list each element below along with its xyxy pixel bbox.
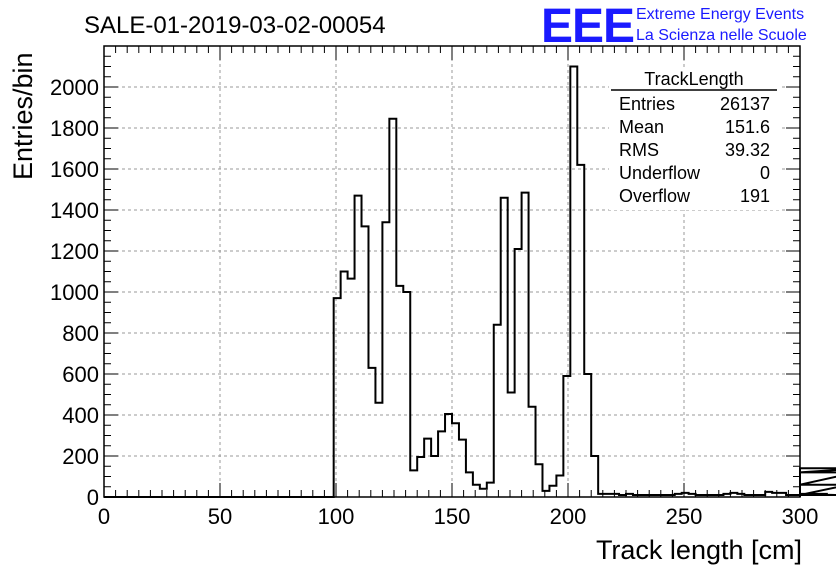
logo-line-1: Extreme Energy Events (636, 6, 804, 23)
y-tick-label: 1200 (50, 239, 99, 264)
x-tick-labels: 0 50 100 150 200 250 300 (98, 504, 818, 529)
y-tick-label: 200 (62, 444, 99, 469)
x-tick-label: 50 (208, 504, 232, 529)
y-tick-label: 1800 (50, 116, 99, 141)
statistics-box: TrackLength Entries 26137 Mean 151.6 RMS… (609, 69, 779, 210)
x-tick-label: 0 (98, 504, 110, 529)
stats-value-entries: 26137 (720, 94, 770, 114)
y-tick-label: 400 (62, 403, 99, 428)
y-tick-label: 1000 (50, 280, 99, 305)
stats-background (609, 70, 779, 210)
logo-line-2: La Scienza nelle Scuole (636, 27, 807, 44)
x-tick-label: 200 (550, 504, 587, 529)
stats-label-mean: Mean (619, 117, 664, 137)
x-axis-title: Track length [cm] (596, 535, 802, 565)
stats-value-rms: 39.32 (725, 140, 770, 160)
stats-label-entries: Entries (619, 94, 675, 114)
y-tick-label: 800 (62, 321, 99, 346)
x-tick-label: 150 (434, 504, 471, 529)
eee-logo: EEE (541, 0, 634, 53)
y-tick-label: 2000 (50, 75, 99, 100)
stats-label-overflow: Overflow (619, 186, 691, 206)
stats-value-mean: 151.6 (725, 117, 770, 137)
y-tick-label: 1600 (50, 157, 99, 182)
y-tick-labels: 0 200 400 600 800 1000 1200 1400 1600 1800 2000 (50, 75, 99, 510)
y-tick-label: 1400 (50, 198, 99, 223)
x-tick-label: 100 (318, 504, 355, 529)
stats-label-rms: RMS (619, 140, 659, 160)
plot-frame (103, 45, 801, 498)
stats-value-overflow: 191 (740, 186, 770, 206)
y-tick-label: 600 (62, 362, 99, 387)
histogram-line (104, 65, 836, 498)
stats-title: TrackLength (644, 69, 743, 89)
stats-label-underflow: Underflow (619, 163, 701, 183)
x-tick-label: 250 (666, 504, 703, 529)
run-title: SALE-01-2019-03-02-00054 (84, 12, 386, 39)
y-tick-label: 0 (87, 485, 99, 510)
y-axis-title: Entries/bin (8, 52, 38, 180)
stats-value-underflow: 0 (760, 163, 770, 183)
x-tick-label: 300 (782, 504, 819, 529)
